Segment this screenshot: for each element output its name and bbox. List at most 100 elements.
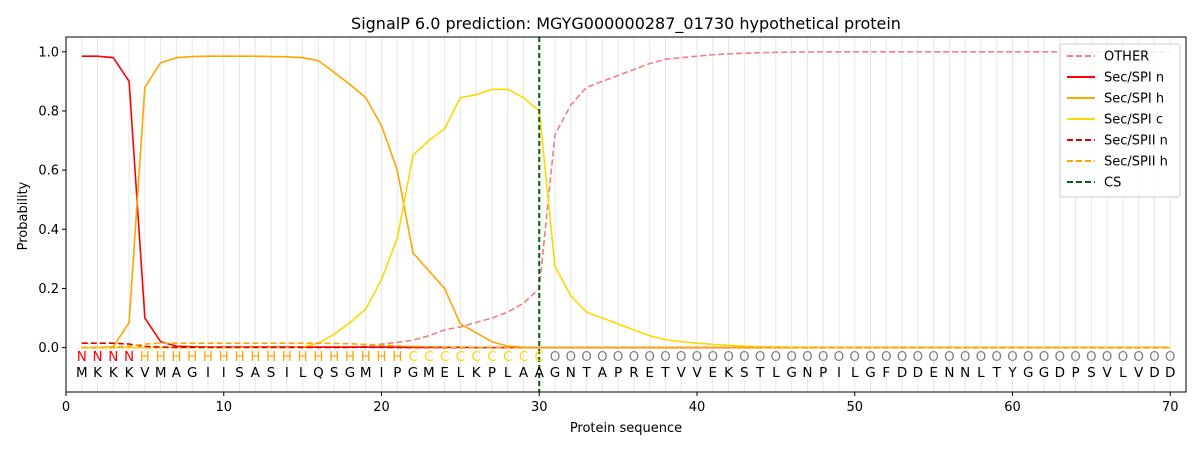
y-tick-label: 1.0 — [38, 45, 59, 60]
plot-frame — [65, 36, 1187, 393]
region-label: O — [644, 349, 655, 365]
region-label: O — [613, 349, 624, 365]
residue-label: K — [109, 365, 119, 381]
region-label: N — [92, 349, 102, 365]
residue-label: L — [299, 365, 307, 381]
x-tick-label: 60 — [1004, 400, 1021, 415]
residue-label: S — [330, 365, 339, 381]
axis-ticks: 0 10 20 30 40 50 60 70 0.0 0.2 0.4 0.6 0.8 1.0 — [38, 45, 1178, 415]
residue-label: M — [155, 365, 167, 381]
residue-label: K — [724, 365, 734, 381]
region-label: O — [581, 349, 592, 365]
residue-label: A — [251, 365, 261, 381]
residue-label: K — [125, 365, 135, 381]
residue-label: E — [440, 365, 449, 381]
region-label: H — [282, 349, 292, 365]
residue-label: S — [1087, 365, 1096, 381]
region-label: O — [849, 349, 860, 365]
region-label: H — [345, 349, 355, 365]
legend-label: Sec/SPI n — [1104, 71, 1164, 86]
residue-label: T — [755, 365, 765, 381]
y-tick-label: 0.0 — [38, 341, 59, 356]
residue-label: I — [837, 365, 841, 381]
legend-label: Sec/SPI h — [1104, 92, 1164, 107]
y-tick-label: 0.6 — [38, 164, 59, 179]
series-line-3 — [81, 88, 1171, 349]
residue-label: E — [645, 365, 654, 381]
residue-label: G — [550, 365, 560, 381]
x-tick-label: 20 — [373, 400, 390, 415]
residue-label: G — [408, 365, 418, 381]
region-label: O — [802, 349, 813, 365]
residue-label: N — [802, 365, 812, 381]
residue-label: D — [1055, 365, 1065, 381]
region-label: H — [361, 349, 371, 365]
region-label: H — [156, 349, 166, 365]
series-line-1 — [81, 55, 1171, 349]
region-label: H — [329, 349, 339, 365]
region-label: H — [187, 349, 197, 365]
region-label: O — [739, 349, 750, 365]
residue-label: P — [393, 365, 401, 381]
residue-label: D — [913, 365, 923, 381]
region-label: O — [597, 349, 608, 365]
region-label: C — [487, 349, 496, 365]
x-axis-label: Protein sequence — [570, 421, 682, 436]
residue-label: F — [882, 365, 890, 381]
x-tick-label: 10 — [215, 400, 232, 415]
series-layer — [81, 50, 1171, 349]
series-line-2 — [81, 55, 1171, 349]
region-label: H — [313, 349, 323, 365]
region-label: O — [707, 349, 718, 365]
region-label: O — [1086, 349, 1097, 365]
region-label: N — [124, 349, 134, 365]
region-label: O — [1070, 349, 1081, 365]
legend-box — [1059, 43, 1181, 198]
region-label: O — [928, 349, 939, 365]
region-label: C — [456, 349, 465, 365]
region-label: H — [298, 349, 308, 365]
residue-label: V — [1134, 365, 1144, 381]
region-label: C — [424, 349, 433, 365]
x-tick-label: 50 — [846, 400, 863, 415]
residue-label: G — [865, 365, 875, 381]
region-label: O — [1054, 349, 1065, 365]
residue-label: T — [992, 365, 1002, 381]
region-label: O — [1102, 349, 1113, 365]
region-label: O — [1007, 349, 1018, 365]
region-label: H — [234, 349, 244, 365]
region-label: H — [203, 349, 213, 365]
residue-label: A — [535, 365, 545, 381]
residue-label: V — [677, 365, 687, 381]
residue-label: M — [423, 365, 435, 381]
region-label: O — [676, 349, 687, 365]
residue-label: L — [1119, 365, 1127, 381]
region-label: C — [440, 349, 449, 365]
grid-lines — [81, 37, 1171, 392]
region-label: O — [629, 349, 640, 365]
x-tick-label: 70 — [1162, 400, 1179, 415]
region-label: O — [660, 349, 671, 365]
residue-label: M — [360, 365, 372, 381]
residue-label: S — [267, 365, 276, 381]
region-label: N — [108, 349, 118, 365]
residue-label: I — [206, 365, 210, 381]
region-label: O — [1165, 349, 1176, 365]
region-label: H — [392, 349, 402, 365]
region-label: C — [535, 349, 544, 365]
residue-label: D — [1149, 365, 1159, 381]
residue-label: Q — [313, 365, 324, 381]
residue-label: D — [897, 365, 907, 381]
residue-label: G — [786, 365, 796, 381]
residue-label: S — [235, 365, 244, 381]
region-label: H — [171, 349, 181, 365]
region-label: C — [503, 349, 512, 365]
region-label: O — [881, 349, 892, 365]
sequence-layer: NMNKNKNKHVHMHAHGHIHIHSHAHSHIHLHQHSHGHMHI… — [76, 349, 1176, 381]
y-axis-label: Probability — [16, 181, 31, 250]
residue-label: A — [519, 365, 529, 381]
region-label: O — [976, 349, 987, 365]
series-line-5 — [81, 342, 1171, 349]
region-label: O — [818, 349, 829, 365]
